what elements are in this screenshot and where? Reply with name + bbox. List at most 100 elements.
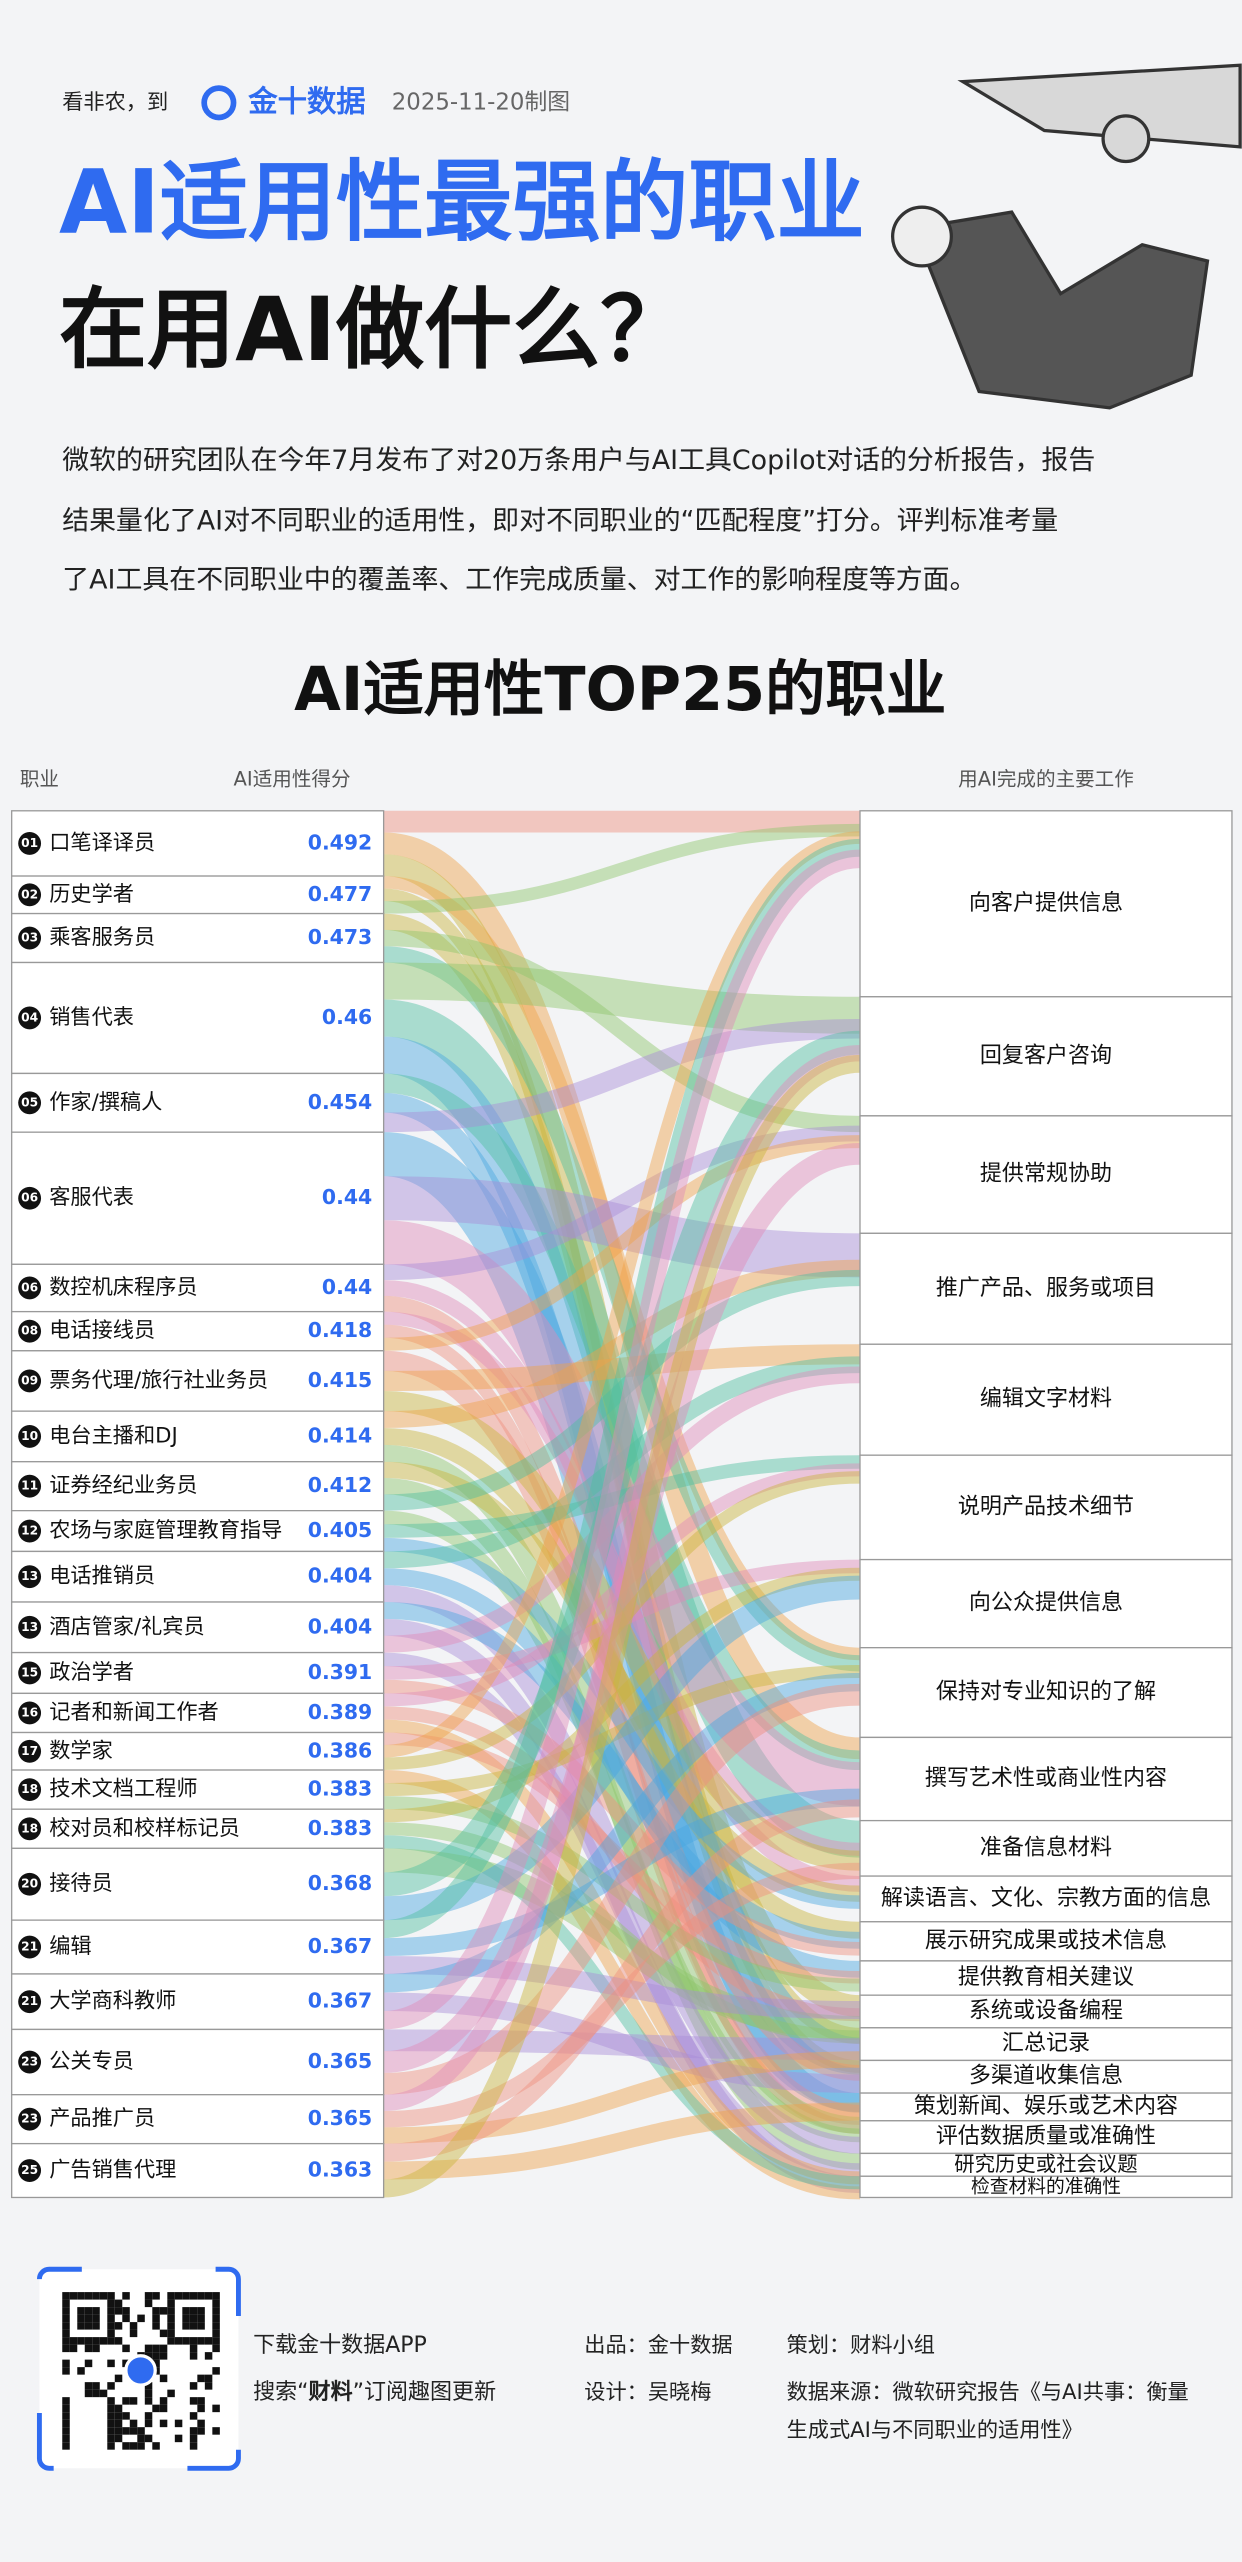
job-row — [11, 1651, 385, 1695]
flow-ribbon — [383, 1835, 861, 2190]
qr-cell — [62, 2299, 70, 2308]
qr-cell — [107, 2404, 115, 2413]
qr-cell — [189, 2344, 198, 2353]
flow-ribbon — [383, 1073, 861, 1771]
flow-ribbon — [383, 1324, 861, 2134]
qr-cell — [92, 2344, 100, 2353]
job-score: 0.405 — [308, 1518, 372, 1542]
task-name: 展示研究成果或技术信息 — [925, 1928, 1167, 1953]
task-box — [859, 1994, 1233, 2029]
rank: 13 — [21, 1569, 38, 1583]
job-name: 作家/撰稿人 — [49, 1089, 162, 1114]
title-line-1: AI适用性最强的职业 — [59, 151, 865, 254]
flow-ribbon — [382, 1036, 862, 2075]
qr-cell — [107, 2442, 115, 2450]
qr-cell — [204, 2382, 213, 2390]
qr-cell — [197, 2337, 205, 2345]
job-score: 0.415 — [308, 1368, 372, 1392]
rank: 06 — [21, 1280, 38, 1294]
flow-ribbon — [383, 946, 861, 1672]
task-name: 检查材料的准确性 — [971, 2175, 1121, 2197]
flow-ribbon — [383, 854, 861, 2017]
qr-cell — [137, 2434, 145, 2443]
qr-cell — [84, 2389, 93, 2398]
task-name: 策划新闻、娱乐或艺术内容 — [914, 2094, 1178, 2119]
qr-cell — [107, 2299, 115, 2308]
qr-cell — [107, 2412, 115, 2420]
qr-cell — [212, 2427, 220, 2435]
task-name: 说明产品技术细节 — [958, 1494, 1134, 1519]
brand: 金十数据 — [247, 84, 365, 118]
qr-cell — [152, 2314, 160, 2323]
rank: 09 — [21, 1373, 38, 1387]
qr-cell — [159, 2404, 168, 2413]
flow-ribbon — [383, 1461, 861, 1902]
qr-cell — [197, 2307, 205, 2315]
task-box — [859, 1454, 1233, 1561]
qr-cell — [212, 2367, 220, 2375]
qr-cell — [152, 2359, 160, 2368]
qr-cell — [152, 2307, 160, 2315]
qr-cell — [107, 2397, 115, 2405]
qr-cell — [189, 2397, 198, 2405]
qr-cell — [99, 2389, 108, 2398]
qr-cell — [212, 2307, 220, 2315]
qr-cell — [212, 2404, 220, 2413]
job-score: 0.367 — [308, 1934, 372, 1958]
qr-cell — [174, 2434, 183, 2443]
job-name: 记者和新闻工作者 — [49, 1699, 219, 1724]
rank-badge — [18, 1519, 42, 1543]
qr-logo — [124, 2354, 157, 2387]
producer: 出品：金十数据 — [584, 2332, 732, 2357]
rank-badge — [18, 1091, 42, 1115]
qr-cell — [167, 2322, 175, 2330]
qr-cell — [107, 2307, 115, 2315]
rank-badge — [18, 1186, 42, 1210]
rank-badge — [18, 1778, 42, 1802]
job-row — [11, 1731, 385, 1771]
qr-cell — [204, 2292, 213, 2300]
brand-prefix: 看非农，到 — [62, 89, 168, 114]
flow-ribbon — [383, 832, 861, 1760]
flow-ribbon — [383, 823, 860, 914]
rank: 23 — [21, 2055, 38, 2069]
job-score: 0.363 — [308, 2158, 372, 2182]
flow-ribbon — [383, 2029, 860, 2061]
search-line: 搜索“财料”订阅趣图更新 — [253, 2380, 496, 2405]
qr-cell — [84, 2382, 93, 2390]
job-score: 0.46 — [322, 1005, 372, 1029]
qr-cell — [92, 2292, 100, 2300]
flow-ribbon — [383, 1706, 861, 2022]
qr-cell — [144, 2412, 153, 2420]
rank: 02 — [21, 887, 38, 901]
job-score: 0.414 — [308, 1423, 372, 1447]
task-box — [859, 810, 1233, 998]
qr-cell — [167, 2307, 175, 2315]
flow-ribbon — [382, 1220, 861, 1807]
qr-cell — [182, 2292, 190, 2300]
qr-cell — [189, 2322, 198, 2330]
flow-ribbon — [383, 1344, 860, 1392]
flow-ribbon — [383, 1366, 861, 1653]
brand-icon — [201, 85, 237, 121]
rank: 18 — [21, 1821, 38, 1835]
qr-cell — [122, 2397, 130, 2405]
rank-badge — [18, 1739, 42, 1763]
job-name: 电话推销员 — [49, 1563, 155, 1588]
qr-cell — [62, 2337, 70, 2345]
rank-badge — [18, 1276, 42, 1300]
job-score: 0.383 — [308, 1816, 372, 1840]
rank: 21 — [21, 1940, 38, 1954]
qr-cell — [92, 2337, 100, 2345]
qr-cell — [189, 2337, 198, 2345]
flow-ribbon — [383, 876, 861, 1661]
qr-cell — [92, 2322, 100, 2330]
flow-ribbon — [383, 1444, 861, 2134]
rank-badge — [18, 1565, 42, 1589]
qr-cell — [212, 2344, 220, 2353]
qr-cell — [144, 2434, 153, 2443]
task-name: 解读语言、文化、宗教方面的信息 — [881, 1886, 1211, 1911]
qr-cell — [167, 2314, 175, 2323]
qr-cell — [197, 2292, 205, 2300]
